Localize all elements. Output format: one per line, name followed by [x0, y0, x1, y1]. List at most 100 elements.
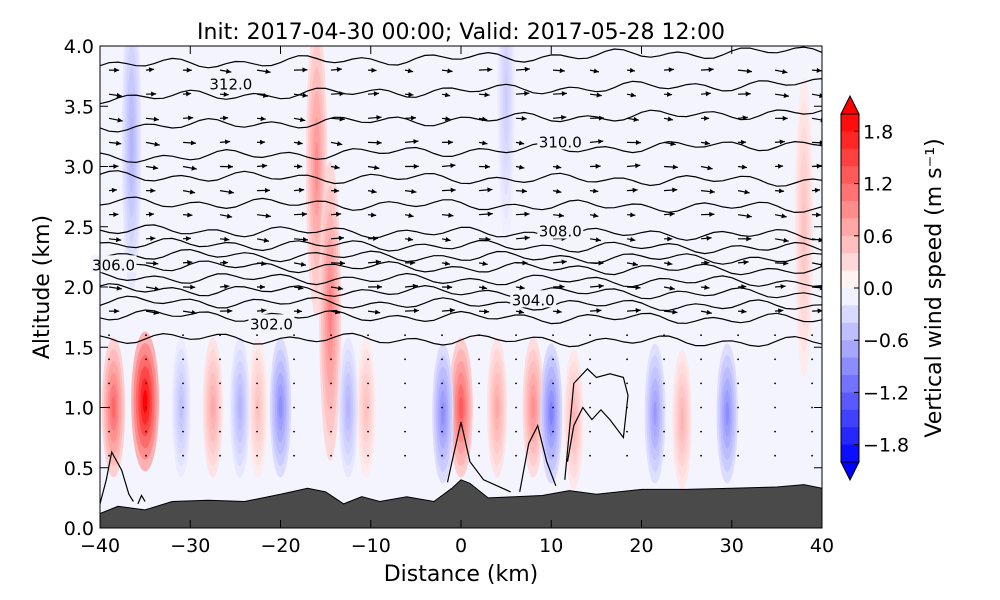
- wind-vector-head: [593, 188, 599, 194]
- wind-vector-dot: [108, 358, 110, 361]
- wind-vector-dot: [589, 358, 591, 361]
- wind-vector-head: [222, 115, 229, 121]
- wind-vector-head: [153, 116, 159, 122]
- wind-vector-head: [187, 115, 194, 121]
- x-tick-label: 40: [810, 535, 834, 557]
- colorbar-segment: [841, 270, 859, 289]
- wind-vector-head: [778, 308, 784, 314]
- colorbar-segment: [841, 288, 859, 306]
- wind-vector-dot: [478, 454, 480, 457]
- isentrope-line: [100, 283, 822, 300]
- wind-vector-dot: [367, 334, 369, 337]
- wind-vector-dot: [811, 382, 813, 385]
- wind-vector-dot: [256, 430, 258, 433]
- wind-vector-dot: [108, 430, 110, 433]
- wind-vector-head: [669, 285, 675, 291]
- wind-vector-head: [814, 187, 821, 193]
- wind-vector-head: [450, 187, 456, 193]
- y-tick-label: 3.0: [64, 157, 94, 179]
- wind-vector-dot: [737, 382, 739, 385]
- y-tick-label: 3.5: [64, 96, 94, 118]
- wind-vector-dot: [256, 358, 258, 361]
- colorbar-segment: [841, 166, 859, 185]
- x-tick-label: −10: [351, 535, 391, 557]
- wind-vector-head: [633, 116, 639, 122]
- wind-vector-dot: [367, 382, 369, 385]
- isentrope-line: [100, 140, 822, 164]
- isentrope-line: [100, 46, 822, 69]
- wind-vector-head: [742, 115, 748, 121]
- wind-vector-dot: [256, 334, 258, 337]
- wind-vector-dot: [515, 430, 517, 433]
- wind-vector-head: [413, 139, 419, 145]
- wind-vector-head: [296, 308, 303, 314]
- wind-vector-head: [487, 67, 493, 73]
- wind-vector-head: [373, 236, 379, 242]
- wind-vector-dot: [367, 454, 369, 457]
- wind-vector-dot: [552, 430, 554, 433]
- wind-vector-head: [483, 308, 490, 314]
- colorbar-segment: [841, 392, 859, 411]
- colorbar-tick-label: 1.8: [863, 121, 893, 143]
- wind-vector-head: [524, 235, 530, 241]
- wind-vector-head: [410, 260, 416, 266]
- colorbar-segment: [841, 305, 859, 324]
- wind-vector-head: [265, 68, 271, 74]
- wind-vector-head: [114, 67, 120, 73]
- wind-vector-head: [819, 93, 822, 99]
- wind-vector-dot: [589, 334, 591, 337]
- low-level-contour: [137, 494, 146, 505]
- contour-label-bg: [537, 221, 584, 239]
- wind-vector-head: [819, 140, 822, 146]
- wind-vector-dot: [367, 430, 369, 433]
- low-level-contour: [446, 421, 511, 493]
- colorbar-segment: [841, 218, 859, 237]
- wind-vector-head: [666, 91, 673, 97]
- wind-vector-dot: [663, 334, 665, 337]
- wind-vector-dot: [330, 430, 332, 433]
- wind-vector-dot: [145, 334, 147, 337]
- wind-vector-head: [555, 188, 562, 194]
- wind-vector-head: [222, 260, 229, 266]
- wind-vector-head: [672, 164, 678, 170]
- wind-vector-head: [598, 115, 604, 121]
- wind-vector-head: [185, 91, 192, 97]
- wind-vector-dot: [145, 454, 147, 457]
- wind-vector-dot: [256, 382, 258, 385]
- wind-vector-dot: [182, 358, 184, 361]
- wind-vector-head: [444, 260, 451, 266]
- wind-vector-dot: [515, 334, 517, 337]
- wind-vector-head: [302, 92, 308, 98]
- wind-vector-head: [667, 116, 673, 122]
- wind-vector-head: [741, 139, 747, 145]
- wind-vector-dot: [182, 430, 184, 433]
- wind-vector-head: [413, 308, 420, 314]
- x-tick-label: 0: [455, 535, 467, 557]
- wind-vector-head: [191, 165, 197, 171]
- wind-vector-head: [186, 67, 192, 73]
- wind-vector-head: [482, 140, 488, 146]
- wind-vector-head: [371, 67, 377, 73]
- wind-vector-head: [376, 115, 382, 121]
- wind-vector-dot: [108, 334, 110, 337]
- wind-vector-head: [116, 285, 122, 291]
- wind-vector-dot: [700, 454, 702, 457]
- wind-vector-head: [630, 92, 636, 98]
- wind-vector-head: [596, 308, 602, 314]
- wind-vector-head: [261, 308, 267, 314]
- wind-vector-head: [370, 212, 377, 218]
- wind-vector-head: [115, 140, 122, 146]
- wind-vector-dot: [330, 406, 332, 409]
- wind-vector-head: [448, 212, 454, 218]
- wind-vector-head: [227, 164, 233, 170]
- wind-vector-head: [778, 188, 785, 194]
- wind-vector-head: [485, 236, 491, 242]
- wind-vector-head: [482, 261, 488, 267]
- wind-vector-head: [630, 212, 636, 218]
- wind-vector-dot: [774, 334, 776, 337]
- wind-vector-dot: [700, 334, 702, 337]
- wind-vector-dot: [441, 334, 443, 337]
- wind-vector-head: [114, 308, 120, 314]
- wind-vector-head: [783, 93, 789, 98]
- wind-vector: [811, 93, 822, 97]
